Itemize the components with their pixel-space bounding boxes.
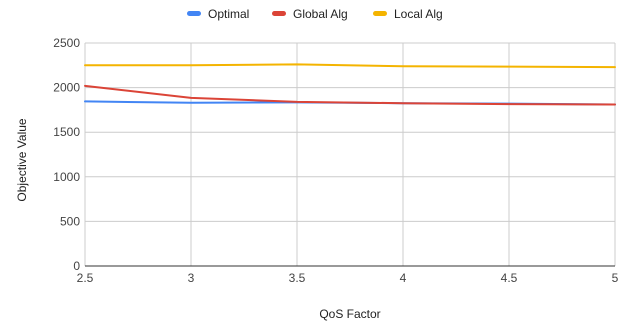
legend-label: Global Alg (293, 7, 348, 21)
legend-swatch (187, 11, 201, 16)
x-tick-label: 4 (400, 271, 407, 285)
legend-label: Optimal (208, 7, 249, 21)
x-tick-label: 5 (612, 271, 619, 285)
legend-item-optimal[interactable]: Optimal (187, 7, 249, 21)
x-axis-title: QoS Factor (319, 307, 380, 321)
grid (84, 42, 616, 266)
x-tick-label: 2.5 (77, 271, 94, 285)
x-tick-label: 4.5 (501, 271, 518, 285)
legend-swatch (272, 11, 286, 16)
legend: Optimal Global Alg Local Alg (187, 7, 443, 21)
y-tick-label: 500 (60, 214, 80, 228)
series-line-local-alg (84, 63, 616, 69)
legend-swatch (373, 11, 387, 16)
legend-item-local-alg[interactable]: Local Alg (373, 7, 443, 21)
y-axis-title: Objective Value (15, 118, 29, 201)
x-tick-label: 3 (188, 271, 195, 285)
y-tick-label: 1500 (53, 125, 80, 139)
y-tick-label: 2500 (53, 36, 80, 50)
series-line-global-alg (84, 84, 616, 106)
y-tick-label: 0 (73, 259, 80, 273)
y-tick-label: 2000 (53, 81, 80, 95)
x-tick-label: 3.5 (289, 271, 306, 285)
axes: 0 500 1000 1500 2000 2500 2.5 3 3.5 4 4.5 5 (53, 36, 618, 285)
y-tick-label: 1000 (53, 170, 80, 184)
legend-label: Local Alg (394, 7, 443, 21)
legend-item-global-alg[interactable]: Global Alg (272, 7, 348, 21)
series-lines (84, 63, 616, 106)
